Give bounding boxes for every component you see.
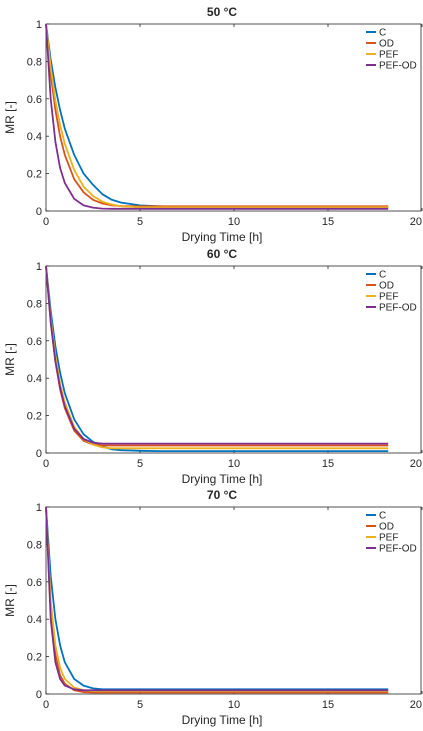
series-line-c — [45, 506, 389, 691]
x-tick-label: 15 — [322, 458, 334, 470]
legend-entry: PEF-OD — [379, 61, 417, 72]
legend-entry: PEF — [379, 533, 398, 544]
y-tick-label: 0.6 — [27, 336, 42, 348]
series-line-pef — [45, 265, 389, 450]
x-tick-label: 5 — [137, 699, 143, 711]
x-tick-label: 0 — [43, 216, 49, 228]
y-tick-label: 0.8 — [27, 56, 42, 68]
y-tick-label: 1 — [36, 19, 42, 31]
x-tick-label: 0 — [43, 458, 49, 470]
legend-entry: OD — [379, 522, 394, 533]
series-line-c — [45, 23, 389, 209]
x-axis-label: Drying Time [h] — [182, 713, 263, 727]
series-line-pef-od — [45, 506, 389, 692]
y-tick-label: 0.4 — [27, 614, 42, 626]
series-line-c — [45, 265, 389, 453]
y-tick-label: 0.4 — [27, 131, 42, 143]
x-tick-label: 20 — [410, 699, 422, 711]
chart-panel-2: 60 °C 0 5 10 15 20 0 0.2 0.4 0.6 0.8 1 Drying Time [… — [3, 247, 423, 486]
chart-title: 50 °C — [207, 5, 237, 19]
x-tick-label: 10 — [228, 699, 240, 711]
y-tick-label: 0.6 — [27, 577, 42, 589]
series-line-od — [45, 265, 389, 447]
legend-entry: PEF-OD — [379, 544, 417, 555]
y-tick-label: 0.6 — [27, 94, 42, 106]
x-tick-label: 20 — [410, 458, 422, 470]
chart-title: 60 °C — [207, 247, 237, 261]
y-tick-label: 0.2 — [27, 169, 42, 181]
y-tick-label: 0 — [36, 448, 42, 460]
x-tick-label: 15 — [322, 699, 334, 711]
x-tick-label: 0 — [43, 699, 49, 711]
legend-entry: PEF-OD — [379, 303, 417, 314]
series-line-pef — [45, 23, 389, 209]
chart-panel-1: 50 °C 0 5 10 15 20 0 0.2 0.4 0.6 0.8 1 Drying Time [… — [3, 5, 423, 244]
series-line-pef-od — [45, 265, 389, 445]
chart-panel-3: 70 °C 0 5 10 15 20 0 0.2 0.4 0.6 0.8 1 Drying Time [… — [3, 488, 423, 727]
x-tick-label: 10 — [228, 458, 240, 470]
y-tick-label: 0.8 — [27, 539, 42, 551]
legend-entry: C — [379, 270, 386, 281]
legend-entry: C — [379, 28, 386, 39]
legend-entry: PEF — [379, 50, 398, 61]
x-axis-label: Drying Time [h] — [182, 472, 263, 486]
legend-entry: OD — [379, 281, 394, 292]
y-tick-label: 0.2 — [27, 652, 42, 664]
x-tick-label: 20 — [410, 216, 422, 228]
x-axis-label: Drying Time [h] — [182, 230, 263, 244]
y-axis-label: MR [-] — [3, 343, 17, 376]
y-tick-label: 0.4 — [27, 373, 42, 385]
y-tick-label: 1 — [36, 502, 42, 514]
plot-area — [45, 265, 422, 454]
y-axis-label: MR [-] — [3, 101, 17, 134]
legend-entry: C — [379, 511, 386, 522]
series-line-pef — [45, 506, 389, 693]
plot-area — [45, 506, 422, 695]
x-tick-label: 10 — [228, 216, 240, 228]
series-line-od — [45, 506, 389, 694]
series-line-pef-od — [45, 23, 389, 210]
x-tick-label: 5 — [137, 216, 143, 228]
series-line-od — [45, 23, 389, 208]
y-tick-label: 0.2 — [27, 411, 42, 423]
y-tick-label: 0.8 — [27, 298, 42, 310]
plot-area — [45, 23, 422, 212]
chart-title: 70 °C — [207, 488, 237, 502]
x-tick-label: 5 — [137, 458, 143, 470]
legend-entry: OD — [379, 39, 394, 50]
x-tick-label: 15 — [322, 216, 334, 228]
y-tick-label: 0 — [36, 206, 42, 218]
y-axis-label: MR [-] — [3, 584, 17, 617]
legend-entry: PEF — [379, 292, 398, 303]
y-tick-label: 1 — [36, 261, 42, 273]
y-tick-label: 0 — [36, 689, 42, 701]
